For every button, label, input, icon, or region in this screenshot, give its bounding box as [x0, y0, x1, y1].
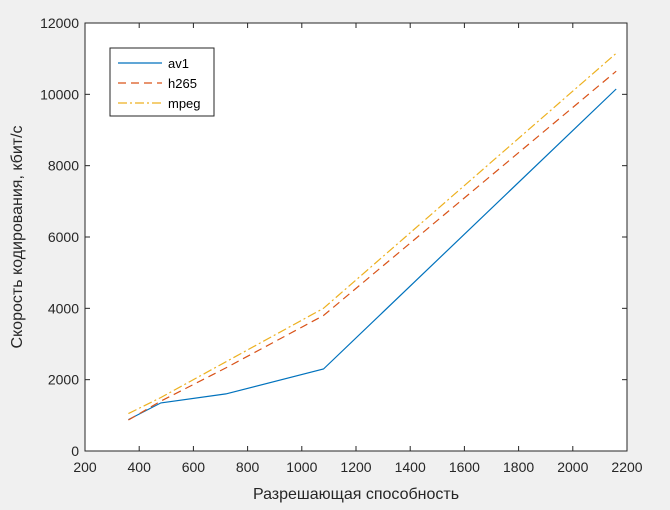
y-tick-label: 10000 [40, 86, 79, 102]
series-line-mpeg [128, 52, 617, 415]
x-tick-label: 1600 [449, 459, 480, 475]
series-layer [128, 52, 617, 421]
x-tick-label: 400 [128, 459, 152, 475]
y-tick-label: 2000 [48, 372, 79, 388]
x-tick-label: 2200 [611, 459, 642, 475]
x-tick-label: 200 [73, 459, 97, 475]
x-tick-label: 800 [236, 459, 260, 475]
x-tick-label: 1400 [395, 459, 426, 475]
y-axis: 0 2000 4000 6000 8000 10000 12000 [40, 15, 627, 459]
legend-label-mpeg: mpeg [168, 96, 201, 111]
series-line-h265 [128, 70, 617, 421]
y-tick-label: 6000 [48, 229, 79, 245]
legend-box [109, 47, 215, 117]
y-axis-title: Скорость кодирования, кбит/с [9, 125, 26, 348]
legend-label-h265: h265 [168, 76, 197, 91]
x-tick-label: 2000 [557, 459, 588, 475]
y-tick-label: 0 [71, 443, 79, 459]
x-tick-label: 1200 [340, 459, 371, 475]
x-axis-title: Разрешающая способность [253, 486, 459, 503]
x-tick-label: 600 [182, 459, 206, 475]
y-tick-label: 4000 [48, 300, 79, 316]
y-tick-label: 8000 [48, 158, 79, 174]
x-axis: 200 400 600 800 1000 1200 1400 1600 1800 2000 2200 [73, 23, 643, 475]
x-tick-label: 1000 [286, 459, 317, 475]
legend-label-av1: av1 [168, 56, 189, 71]
y-tick-label: 12000 [40, 15, 79, 31]
legend: av1 h265 mpeg [109, 47, 215, 117]
x-tick-label: 1800 [503, 459, 534, 475]
series-line-av1 [128, 88, 617, 421]
